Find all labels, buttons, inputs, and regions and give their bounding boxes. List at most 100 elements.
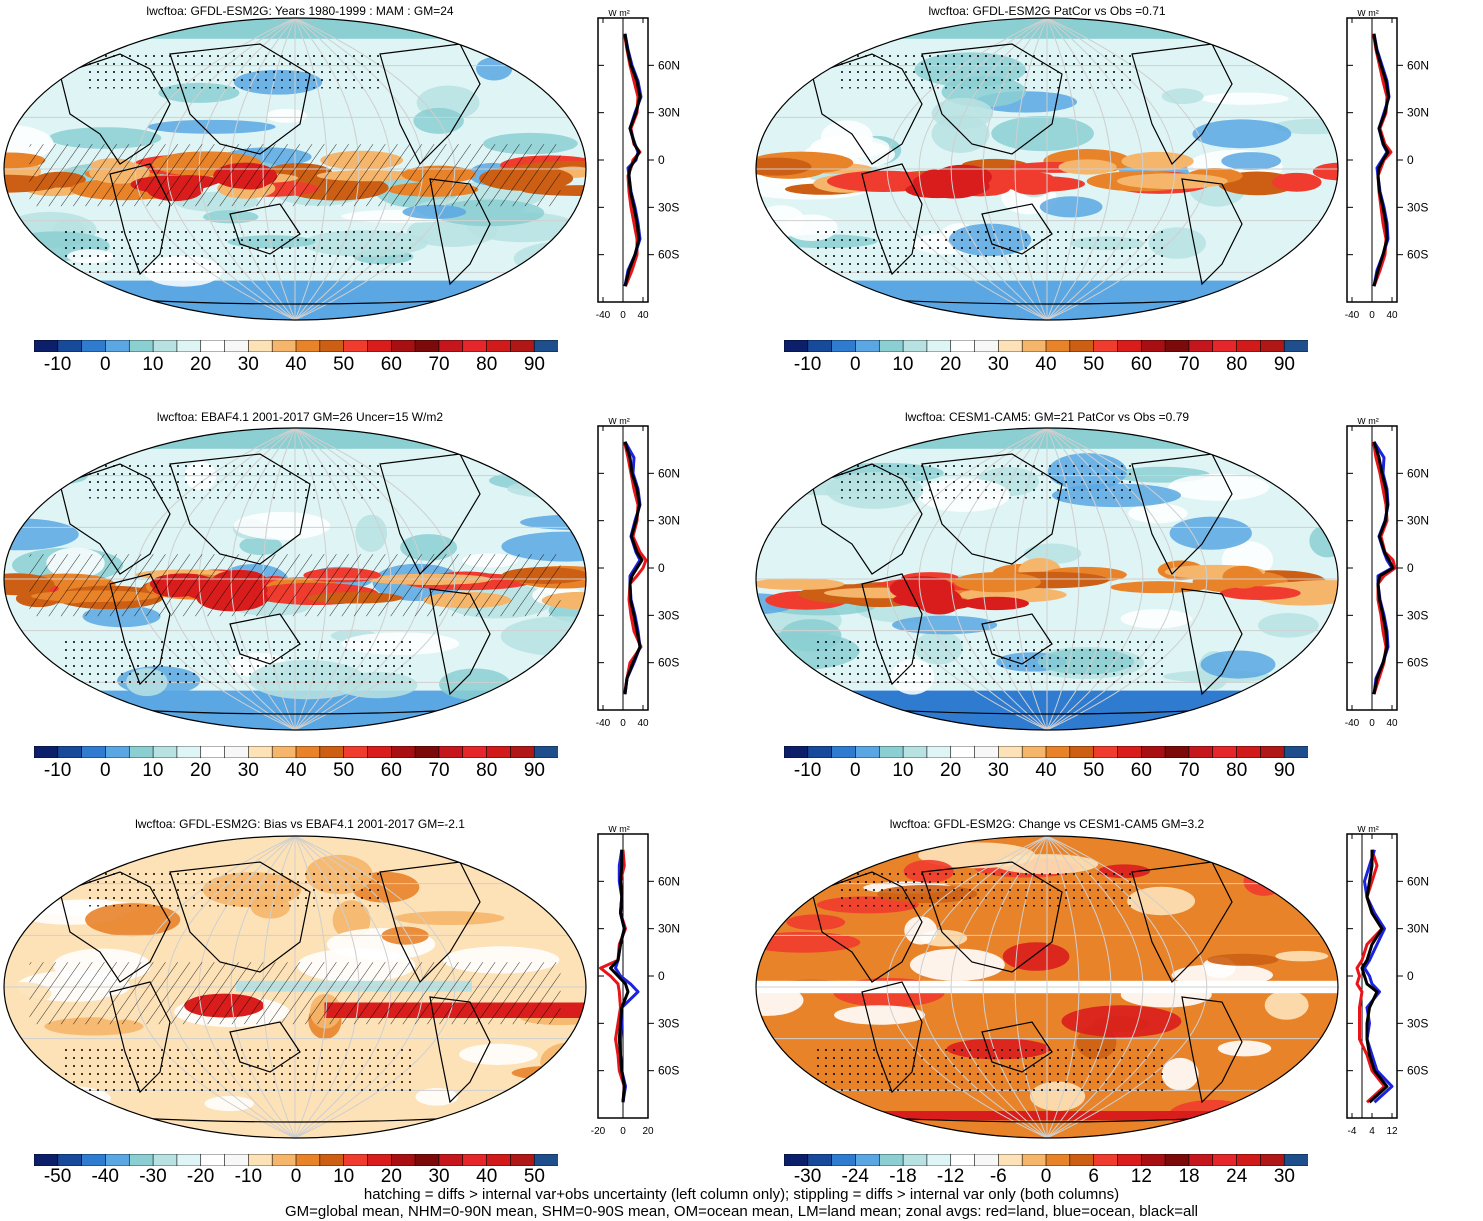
zonal-x-tick-label: 40	[637, 718, 649, 729]
colorbar-swatch	[200, 1154, 226, 1166]
colorbar-tick-label: 70	[1178, 760, 1200, 781]
colorbar-tick-label: -30	[793, 1166, 822, 1187]
colorbar-swatch	[414, 1154, 440, 1166]
colorbar-swatch	[462, 1154, 488, 1166]
colorbar-swatch	[1212, 1154, 1238, 1166]
colorbar-swatch	[1069, 746, 1095, 758]
lat-tick-label: 30S	[1407, 200, 1428, 214]
colorbar-swatch	[224, 340, 250, 352]
zonal-unit: W m²	[1357, 418, 1379, 426]
colorbar-swatch	[950, 1154, 976, 1166]
lat-tick-label: 60N	[658, 874, 680, 888]
colorbar-swatch	[1236, 746, 1262, 758]
colorbar-swatch	[343, 746, 369, 758]
colorbar-swatch	[1283, 340, 1308, 352]
zonal-x-tick-label: 0	[620, 718, 626, 729]
colorbar-tick-label: -10	[43, 760, 72, 781]
colorbar-swatch	[1140, 746, 1166, 758]
colorbar-swatch	[81, 1154, 107, 1166]
colorbar-swatch	[902, 340, 928, 352]
colorbar	[34, 340, 558, 352]
colorbar-tick-label: 40	[476, 1166, 498, 1187]
colorbar-tick-label: 90	[523, 354, 545, 375]
colorbar-labels: -10 0 10 20 30 40 50 60 70 80 90	[34, 354, 558, 378]
zonal-mean-plot: W m² 60N 30N 0 30S 60S -4 4 12	[1346, 826, 1429, 1137]
colorbar-swatch	[1212, 340, 1238, 352]
colorbar-tick-label: 50	[1083, 760, 1105, 781]
zonal-line-all	[609, 849, 630, 1103]
colorbar-swatch	[1140, 1154, 1166, 1166]
colorbar-swatch	[974, 340, 1000, 352]
lat-tick-label: 60S	[658, 1064, 679, 1078]
lat-tick-label: 60N	[1407, 466, 1429, 480]
lat-tick-label: 30N	[658, 922, 680, 936]
zonal-x-tick-label: 0	[620, 310, 626, 321]
colorbar-tick-label: 10	[892, 760, 914, 781]
colorbar-swatch	[390, 340, 416, 352]
colorbar-swatch	[319, 1154, 345, 1166]
panel-title: lwcftoa: CESM1-CAM5: GM=21 PatCor vs Obs…	[904, 410, 1190, 424]
map-field	[756, 428, 1338, 730]
colorbar-swatch	[1188, 746, 1214, 758]
colorbar-swatch	[1236, 340, 1262, 352]
world-map	[3, 835, 587, 1139]
colorbar-swatch	[319, 746, 345, 758]
colorbar-labels: -30 -24 -18 -12 -6 0 6 12 18 24 30	[784, 1166, 1308, 1190]
colorbar-swatch	[367, 746, 393, 758]
colorbar-swatch	[878, 746, 904, 758]
colorbar-tick-label: 80	[476, 760, 498, 781]
colorbar-swatch	[224, 746, 250, 758]
lat-tick-label: 60S	[658, 656, 679, 670]
zonal-x-tick-label: -4	[1348, 1126, 1357, 1137]
colorbar-tick-label: 10	[142, 760, 164, 781]
colorbar-swatch	[1093, 1154, 1119, 1166]
colorbar-swatch	[533, 1154, 558, 1166]
colorbar-swatch	[831, 1154, 857, 1166]
colorbar-tick-label: 10	[333, 1166, 355, 1187]
colorbar-swatch	[414, 340, 440, 352]
zonal-x-tick-label: 0	[1369, 310, 1375, 321]
colorbar-swatch	[1164, 1154, 1190, 1166]
lat-tick-label: 30S	[1407, 608, 1428, 622]
colorbar-swatch	[57, 746, 83, 758]
colorbar-swatch	[438, 746, 464, 758]
zonal-x-tick-label: -20	[591, 1126, 606, 1137]
colorbar-tick-label: 30	[987, 354, 1009, 375]
lat-tick-label: 0	[1407, 561, 1414, 575]
colorbar-swatch	[1260, 746, 1285, 758]
zonal-x-tick-label: 0	[1369, 718, 1375, 729]
lat-tick-label: 0	[1407, 969, 1414, 983]
colorbar-swatch	[510, 746, 535, 758]
colorbar-tick-label: 60	[1130, 354, 1152, 375]
colorbar-swatch	[1188, 340, 1214, 352]
colorbar-labels: -10 0 10 20 30 40 50 60 70 80 90	[784, 354, 1308, 378]
colorbar-swatch	[105, 746, 131, 758]
colorbar-tick-label: 30	[1273, 1166, 1295, 1187]
colorbar-swatch	[34, 1154, 59, 1166]
colorbar-swatch	[1045, 1154, 1071, 1166]
colorbar-swatch	[295, 746, 321, 758]
zonal-mean-plot: W m² 60N 30N 0 30S 60S -40 0 40	[596, 10, 680, 321]
lat-tick-label: 60N	[1407, 874, 1429, 888]
colorbar-swatch	[34, 746, 59, 758]
panel-title: lwcftoa: EBAF4.1 2001-2017 GM=26 Uncer=1…	[156, 410, 444, 424]
world-map	[755, 427, 1339, 731]
colorbar-swatch	[462, 746, 488, 758]
colorbar-tick-label: -10	[793, 760, 822, 781]
colorbar-tick-label: 20	[940, 760, 962, 781]
zonal-mean-plot: W m² 60N 30N 0 30S 60S -40 0 40	[596, 418, 680, 729]
zonal-mean-plot: W m² 60N 30N 0 30S 60S -20 0 20	[591, 826, 680, 1137]
colorbar-tick-label: 70	[1178, 354, 1200, 375]
colorbar-tick-label: 24	[1226, 1166, 1248, 1187]
colorbar-tick-label: -12	[936, 1166, 965, 1187]
lat-tick-label: 0	[658, 561, 665, 575]
lat-tick-label: 0	[658, 969, 665, 983]
world-map	[3, 17, 587, 321]
colorbar-swatch	[1021, 1154, 1047, 1166]
colorbar-swatch	[200, 746, 226, 758]
colorbar-swatch	[1069, 340, 1095, 352]
colorbar-swatch	[1021, 340, 1047, 352]
colorbar-swatch	[533, 340, 558, 352]
colorbar-labels: -10 0 10 20 30 40 50 60 70 80 90	[784, 760, 1308, 784]
lat-tick-label: 60S	[658, 248, 679, 262]
